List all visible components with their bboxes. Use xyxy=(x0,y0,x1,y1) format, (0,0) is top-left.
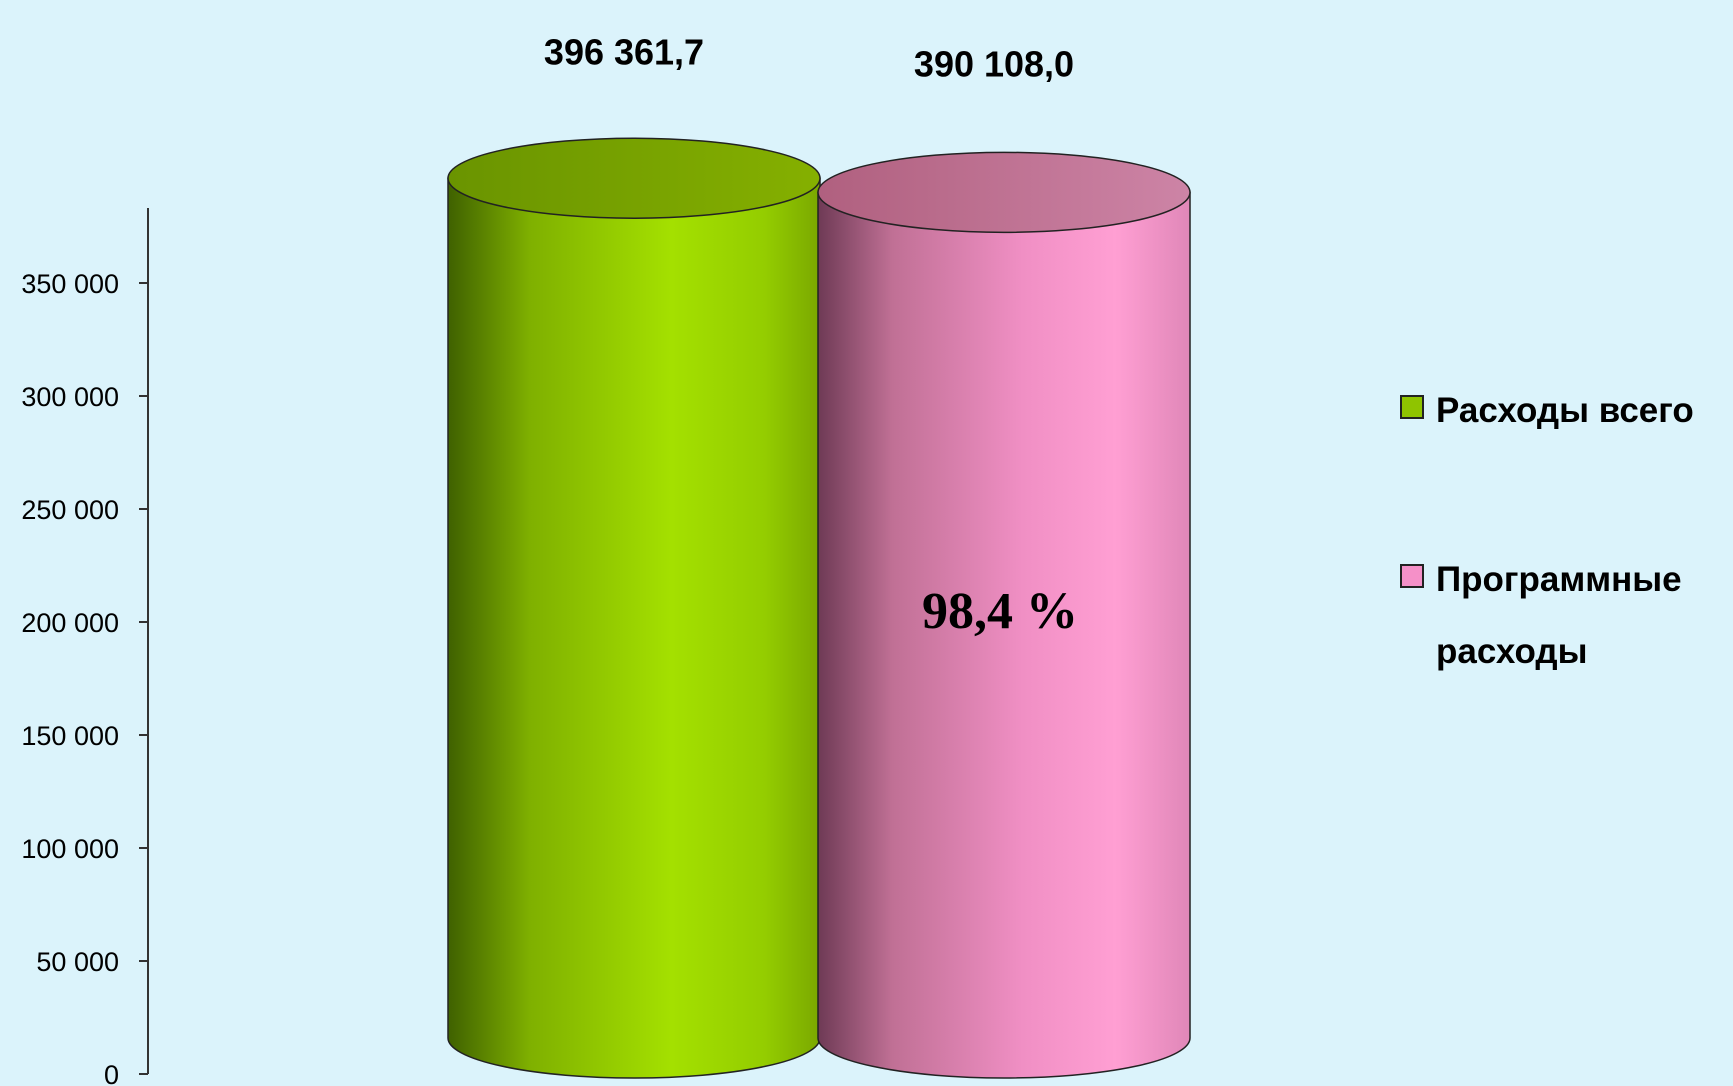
y-tick-label: 350 000 xyxy=(21,269,119,299)
legend-item-1: Программные расходы xyxy=(1400,560,1682,671)
bar-program-expenses-body xyxy=(817,191,1191,1079)
y-tick-label: 0 xyxy=(104,1060,119,1086)
legend-swatch xyxy=(1400,395,1424,419)
data-label-0: 396 361,7 xyxy=(544,31,704,72)
bar-program-expenses xyxy=(817,151,1191,1079)
data-label-1: 390 108,0 xyxy=(914,43,1074,84)
bar-total-expenses-body xyxy=(447,177,821,1079)
y-tick-label: 200 000 xyxy=(21,608,119,638)
bar-program-expenses-top xyxy=(817,151,1191,234)
legend-label: Расходы всего xyxy=(1436,391,1694,430)
y-tick-label: 150 000 xyxy=(21,721,119,751)
y-tick-label: 300 000 xyxy=(21,382,119,412)
legend-label: Программные xyxy=(1436,560,1682,599)
legend: Расходы всего Программные расходы xyxy=(1400,391,1694,671)
bars xyxy=(447,137,1191,1079)
y-tick-label: 100 000 xyxy=(21,834,119,864)
percentage-annotation: 98,4 % xyxy=(922,583,1078,640)
legend-label: расходы xyxy=(1436,632,1587,671)
legend-item-0: Расходы всего xyxy=(1400,391,1694,430)
y-axis: 0 50 000 100 000 150 000 200 000 250 000 300 0… xyxy=(21,208,149,1086)
legend-swatch xyxy=(1400,564,1424,588)
bar-total-expenses-top xyxy=(447,137,821,219)
y-tick-label: 250 000 xyxy=(21,495,119,525)
bar-total-expenses xyxy=(447,137,821,1079)
data-labels: 396 361,7 390 108,0 xyxy=(544,31,1074,84)
y-tick-label: 50 000 xyxy=(36,947,119,977)
